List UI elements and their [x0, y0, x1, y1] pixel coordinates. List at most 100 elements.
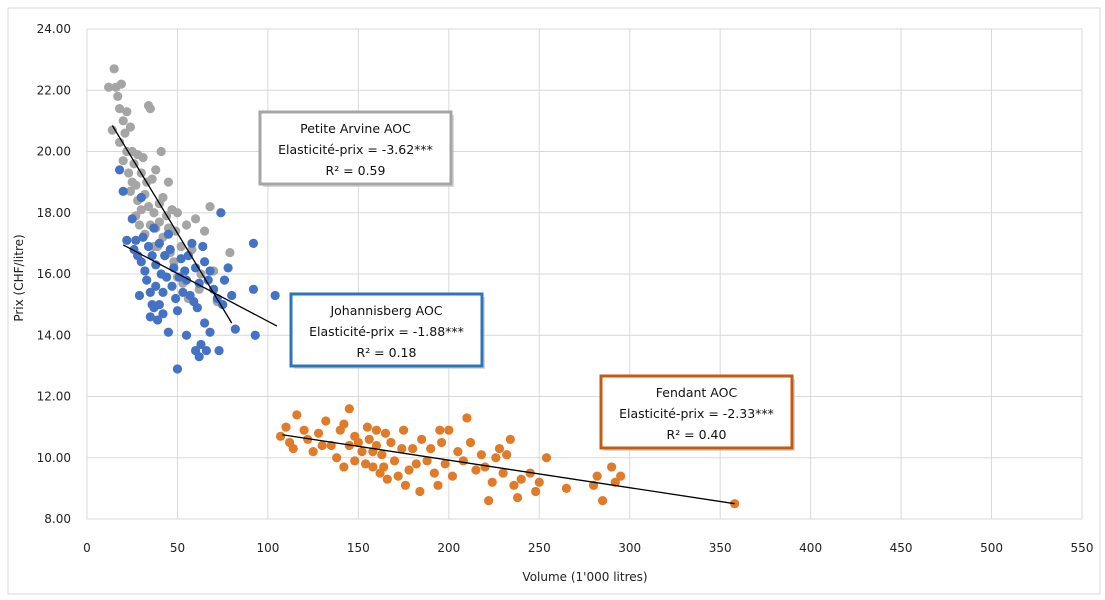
- data-point: [398, 425, 409, 435]
- annotation-text: R² = 0.59: [326, 163, 386, 178]
- data-point: [339, 419, 349, 429]
- data-point: [494, 443, 505, 454]
- x-tick-label: 500: [980, 541, 1003, 555]
- data-point: [281, 422, 291, 432]
- data-point: [136, 205, 146, 215]
- data-point: [178, 287, 188, 297]
- data-point: [201, 345, 211, 356]
- data-point: [361, 459, 371, 469]
- data-point: [140, 266, 150, 276]
- data-point: [180, 266, 190, 276]
- data-point: [138, 153, 148, 163]
- data-point: [183, 251, 193, 261]
- data-point: [116, 79, 126, 89]
- data-point: [417, 434, 427, 444]
- data-point: [223, 263, 233, 273]
- data-point: [480, 462, 490, 472]
- data-point: [125, 122, 136, 132]
- trendline-0: [122, 244, 278, 327]
- data-point: [145, 104, 155, 114]
- data-point: [505, 434, 515, 444]
- data-point: [440, 459, 450, 469]
- data-point: [198, 241, 208, 252]
- data-point: [534, 477, 544, 487]
- data-point: [303, 434, 313, 444]
- x-tick-label: 250: [528, 541, 551, 555]
- data-point: [292, 410, 302, 420]
- data-point: [192, 303, 202, 313]
- data-point: [163, 177, 174, 187]
- data-point: [114, 165, 125, 175]
- x-tick-label: 550: [1071, 541, 1094, 555]
- data-point: [158, 287, 168, 297]
- data-point: [487, 477, 497, 487]
- data-point: [176, 254, 186, 264]
- data-point: [393, 471, 403, 481]
- data-point: [592, 471, 602, 481]
- data-point: [541, 453, 552, 463]
- data-point: [154, 238, 164, 248]
- data-point: [362, 422, 373, 432]
- data-point: [422, 456, 432, 466]
- data-point: [498, 468, 508, 478]
- data-point: [484, 496, 494, 506]
- x-axis-ticks: 0 50 100 150 200 250 300 350 400 450 500 550: [83, 541, 1093, 555]
- data-point: [205, 202, 215, 212]
- x-tick-label: 200: [437, 541, 460, 555]
- data-point: [404, 465, 414, 475]
- x-axis-title: Volume (1'000 litres): [522, 570, 647, 584]
- data-point: [380, 428, 391, 438]
- data-point: [357, 447, 367, 457]
- x-tick-label: 0: [83, 541, 91, 555]
- data-point: [270, 290, 280, 301]
- data-point: [167, 281, 177, 291]
- data-point: [512, 492, 523, 503]
- data-point: [172, 364, 183, 374]
- annotation-text: Elasticité-prix = -2.33***: [619, 406, 774, 421]
- y-tick-label: 16.00: [37, 267, 71, 281]
- data-point: [426, 443, 436, 454]
- data-point: [218, 300, 228, 310]
- data-point: [131, 235, 141, 245]
- data-point: [597, 496, 608, 506]
- data-point: [163, 327, 174, 337]
- data-point: [344, 404, 354, 414]
- data-point: [250, 330, 260, 340]
- data-point: [397, 443, 407, 454]
- data-point: [165, 244, 175, 255]
- x-tick-label: 450: [890, 541, 913, 555]
- data-point: [181, 220, 192, 230]
- data-point: [145, 287, 155, 297]
- data-point: [607, 462, 617, 472]
- x-tick-label: 350: [709, 541, 732, 555]
- data-point: [154, 300, 164, 310]
- y-axis-title: Prix (CHF/litre): [12, 234, 26, 321]
- data-point: [149, 223, 159, 233]
- data-point: [172, 306, 183, 316]
- data-point: [436, 437, 447, 448]
- data-point: [491, 453, 501, 463]
- data-point: [176, 241, 186, 252]
- data-point: [113, 91, 123, 101]
- data-point: [190, 214, 201, 224]
- data-point: [225, 247, 235, 258]
- annotation-box-0: Petite Arvine AOC Elasticité-prix = -3.62…: [258, 110, 454, 187]
- data-point: [143, 202, 154, 212]
- y-tick-label: 24.00: [37, 22, 71, 36]
- data-point: [332, 453, 342, 463]
- x-tick-label: 50: [170, 541, 185, 555]
- x-tick-label: 150: [347, 541, 370, 555]
- data-point: [288, 443, 298, 454]
- series-0: [114, 165, 280, 374]
- annotation-frame: [599, 374, 794, 450]
- x-tick-label: 300: [618, 541, 641, 555]
- data-point: [379, 462, 389, 472]
- data-point: [299, 425, 309, 435]
- data-point: [124, 168, 134, 178]
- data-point: [163, 229, 174, 239]
- data-point: [145, 312, 155, 322]
- data-point: [382, 474, 392, 484]
- data-point: [465, 437, 476, 448]
- y-tick-label: 20.00: [37, 145, 71, 159]
- data-point: [147, 251, 157, 261]
